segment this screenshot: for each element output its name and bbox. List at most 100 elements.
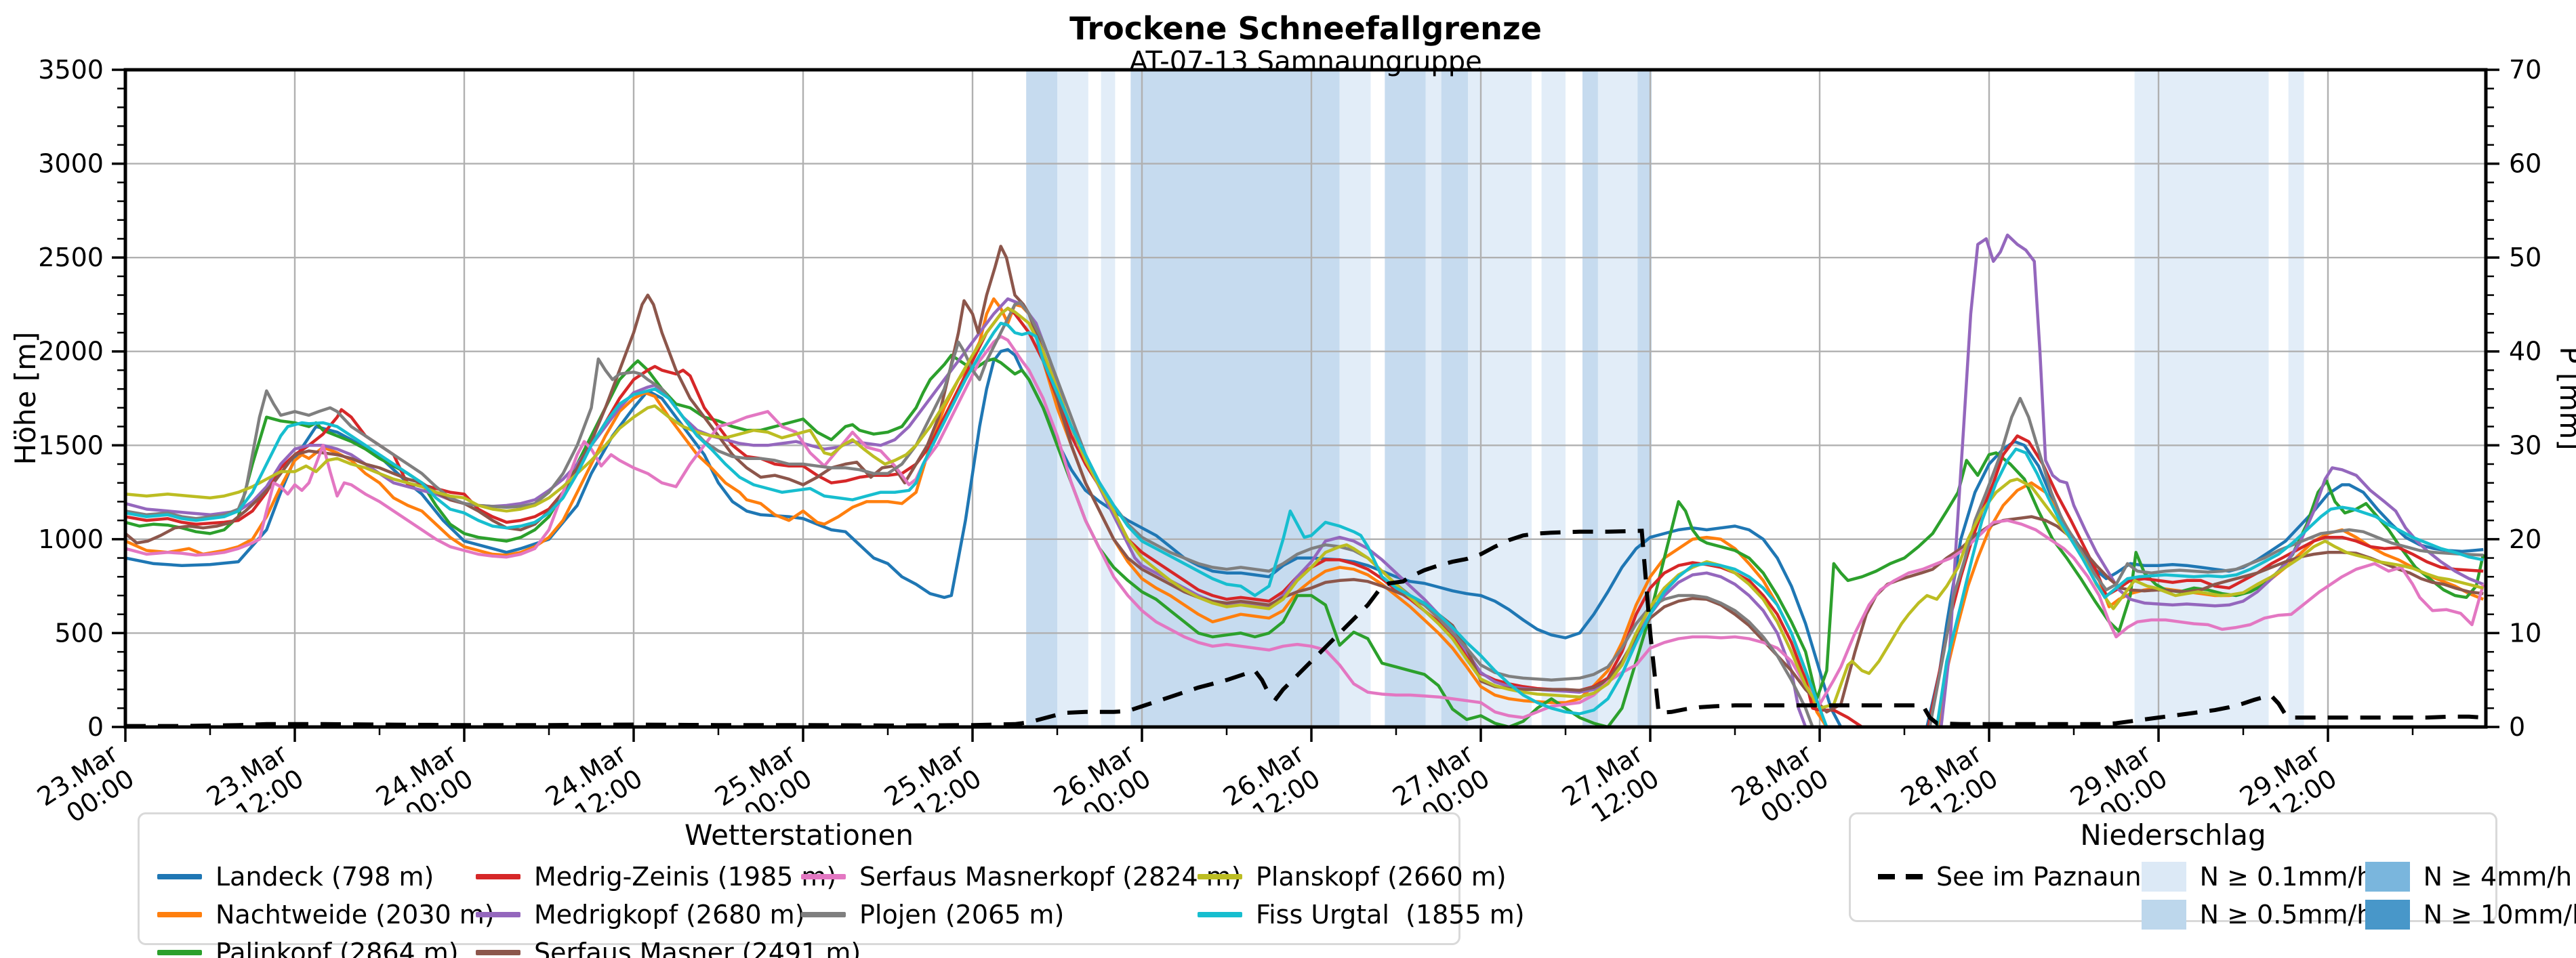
legend-item-precip-p05: N ≥ 0.5mm/h [2141,896,2373,934]
precip-band-p05 [1130,70,1340,727]
legend-see-im-paznaun-label: See im Paznaun [1936,862,2142,892]
legend-item-station: Fiss Urgtal (1855 m) [1198,896,1525,934]
legend-line-swatch [801,874,846,880]
legend-station-label: Serfaus Masnerkopf (2824 m) [859,862,1242,892]
legend-item-station: Palinkopf (2864 m) [157,934,476,958]
legend-line-swatch [157,874,202,880]
legend-station-label: Medrig-Zeinis (1985 m) [534,862,837,892]
legend-precip-swatch-p05 [2141,900,2186,930]
y-right-tick-label: 40 [2509,337,2541,367]
legend-line-swatch [801,912,846,918]
legend-wetterstationen: Wetterstationen Landeck (798 m) Nachtweid… [138,812,1525,958]
legend-precip-label: N ≥ 10mm/h [2423,900,2576,930]
axis-ticks [112,68,2499,742]
legend-precip-column: N ≥ 0.1mm/h N ≥ 0.5mm/h [2141,858,2373,934]
y-left-tick-label: 500 [54,618,104,648]
y-left-tick-label: 3000 [38,149,104,179]
legend-precip-swatch-p4 [2365,862,2410,892]
precip-band-p05 [1441,70,1469,727]
station-lines [125,233,2485,727]
y-left-tick-label: 1500 [38,430,104,460]
y-right-tick-label: 20 [2509,524,2541,554]
x-tick-label: 23.Mar00:00 [32,738,140,837]
legend-item-precip-p10: N ≥ 10mm/h [2365,896,2576,934]
legend-precip-swatch-p10 [2365,900,2410,930]
legend-item-precip-p01: N ≥ 0.1mm/h [2141,858,2373,896]
y-left-tick-label: 3500 [38,55,104,85]
y-right-tick-label: 70 [2509,55,2541,85]
precip-band-p01 [1425,70,1442,727]
y-left-tick-label: 0 [87,712,104,742]
legend-stations-column: Serfaus Masnerkopf (2824 m) Plojen (2065 … [801,858,1242,934]
legend-line-swatch [1198,874,1242,880]
precip-band-p01 [1541,70,1566,727]
series-line-2 [125,354,2485,727]
y-right-tick-label: 0 [2509,712,2525,742]
legend-stations-column: Medrig-Zeinis (1985 m) Medrigkopf (2680 m… [476,858,861,958]
legend-item-see-im-paznaun: See im Paznaun [1878,858,2142,896]
legend-station-label: Nachtweide (2030 m) [216,900,495,930]
chart-subtitle: AT-07-13 Samnaungruppe [1129,46,1481,77]
legend-precip-items: See im Paznaun N ≥ 0.1mm/h N ≥ 0.5mm/h N ≥ … [1851,851,2576,934]
legend-stations-column: Landeck (798 m) Nachtweide (2030 m) Palink… [157,858,495,958]
y-left-axis-label: Höhe [m] [9,332,42,465]
legend-item-station: Serfaus Masnerkopf (2824 m) [801,858,1242,896]
legend-precip-label: N ≥ 0.1mm/h [2199,862,2373,892]
series-line-8 [125,306,2484,710]
precip-band-p05 [1582,70,1598,727]
precip-band-p01 [2288,70,2304,727]
legend-precip-swatch-p01 [2141,862,2186,892]
series-line-5 [125,245,2484,714]
legend-line-swatch [476,950,520,956]
legend-station-label: Serfaus Masner (2491 m) [534,938,861,958]
plot-frame [123,68,2488,729]
y-right-tick-label: 30 [2509,430,2541,460]
x-tick-label: 28.Mar00:00 [1726,738,1834,837]
legend-precip-label: N ≥ 4mm/h [2423,862,2573,892]
legend-station-label: Fiss Urgtal (1855 m) [1256,900,1525,930]
legend-item-station: Medrig-Zeinis (1985 m) [476,858,836,896]
legend-station-label: Plojen (2065 m) [859,900,1065,930]
legend-item-station: Nachtweide (2030 m) [157,896,495,934]
legend-precip-column: N ≥ 4mm/h N ≥ 10mm/h [2365,858,2576,934]
x-tick-label: 27.Mar12:00 [1557,738,1664,837]
legend-station-label: Medrigkopf (2680 m) [534,900,805,930]
see-im-paznaun-line [125,528,2484,727]
legend-station-label: Palinkopf (2864 m) [216,938,459,958]
precip-band-p01 [1101,70,1116,727]
legend-line-swatch [476,912,520,918]
legend-dashed-swatch [1878,874,1923,880]
legend-item-station: Medrigkopf (2680 m) [476,896,805,934]
legend-line-swatch [1198,912,1242,918]
legend-niederschlag: Niederschlag See im Paznaun N ≥ 0.1mm/h N … [1849,812,2576,930]
legend-item-station: Serfaus Masner (2491 m) [476,934,861,958]
legend-station-label: Planskopf (2660 m) [1256,862,1507,892]
y-left-tick-label: 2500 [38,243,104,272]
legend-item-precip-p4: N ≥ 4mm/h [2365,858,2576,896]
legend-line-swatch [476,874,520,880]
series-line-9 [125,321,2484,727]
precip-band-p01 [2134,70,2269,727]
legend-item-station: Plojen (2065 m) [801,896,1198,934]
legend-stations-title: Wetterstationen [684,818,914,852]
legend-stations-column: Planskopf (2660 m) Fiss Urgtal (1855 m) [1198,858,1525,934]
legend-precip-column: See im Paznaun [1878,858,2142,896]
y-left-tick-label: 1000 [38,524,104,554]
precip-band-p05 [1385,70,1426,727]
y-right-tick-label: 50 [2509,243,2541,272]
series-line-6 [125,335,2485,720]
legend-line-swatch [157,950,202,956]
legend-item-station: Landeck (798 m) [157,858,476,896]
precip-band-p01 [1468,70,1532,727]
legend-stations-items: Landeck (798 m) Nachtweide (2030 m) Palink… [140,851,1525,958]
y-right-tick-label: 10 [2509,618,2541,648]
legend-precip-title: Niederschlag [2080,818,2266,852]
chart-title: Trockene Schneefallgrenze [1069,10,1542,47]
y-right-axis-label: P [mm] [2554,346,2576,450]
legend-station-label: Landeck (798 m) [216,862,434,892]
y-left-tick-label: 2000 [38,337,104,367]
y-right-tick-label: 60 [2509,149,2541,179]
legend-item-station: Planskopf (2660 m) [1198,858,1507,896]
legend-precip-label: N ≥ 0.5mm/h [2199,900,2373,930]
